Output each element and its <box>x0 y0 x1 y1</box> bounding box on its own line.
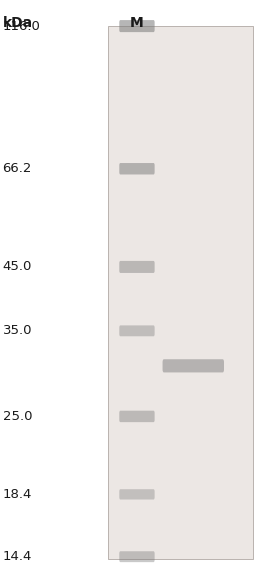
FancyBboxPatch shape <box>119 551 155 562</box>
Text: 116.0: 116.0 <box>3 19 40 33</box>
FancyBboxPatch shape <box>119 163 155 175</box>
FancyBboxPatch shape <box>119 261 155 273</box>
Text: 45.0: 45.0 <box>3 260 32 273</box>
Text: 66.2: 66.2 <box>3 162 32 175</box>
Text: 35.0: 35.0 <box>3 324 32 337</box>
Text: M: M <box>130 16 144 30</box>
FancyBboxPatch shape <box>119 325 155 336</box>
Text: 14.4: 14.4 <box>3 550 32 563</box>
FancyBboxPatch shape <box>119 489 155 500</box>
FancyBboxPatch shape <box>119 20 155 32</box>
Text: kDa: kDa <box>3 16 33 30</box>
FancyBboxPatch shape <box>163 359 224 372</box>
Text: 25.0: 25.0 <box>3 410 32 423</box>
FancyBboxPatch shape <box>119 411 155 422</box>
Text: 18.4: 18.4 <box>3 488 32 501</box>
FancyBboxPatch shape <box>108 26 253 559</box>
